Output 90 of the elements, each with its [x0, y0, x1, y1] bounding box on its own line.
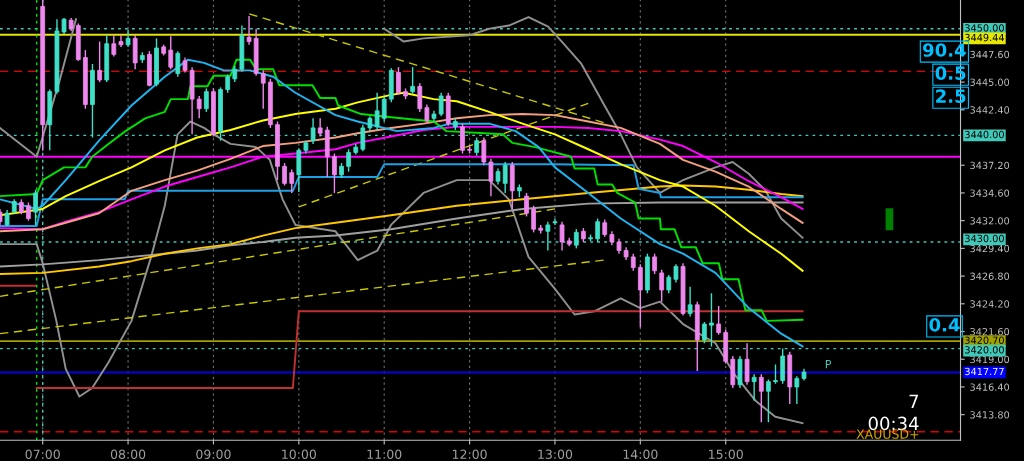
x-tick-label: 13:00	[538, 449, 573, 459]
candlestick	[716, 305, 722, 336]
annotation: 7	[909, 394, 919, 408]
candlestick	[559, 221, 565, 252]
y-tick-label: 3419.00	[970, 355, 1010, 364]
candlestick	[33, 189, 38, 226]
candlestick	[424, 103, 430, 124]
candlestick	[531, 205, 536, 234]
candlestick	[794, 375, 800, 405]
ref-line-label: 3420.00	[965, 346, 1004, 354]
candlestick	[168, 35, 174, 70]
annotation: 0.4	[929, 317, 960, 332]
ref-line-label: 3450.00	[965, 24, 1004, 32]
candlestick	[310, 117, 316, 145]
ref-line-label: 3430.00	[965, 234, 1004, 243]
candlestick	[282, 162, 287, 187]
candlestick	[246, 15, 252, 46]
line-series	[0, 163, 804, 227]
candlestick	[687, 286, 693, 318]
y-tick-label: 3416.40	[970, 383, 1010, 391]
line-series	[0, 184, 804, 275]
candlestick	[317, 117, 323, 138]
candlestick	[196, 95, 202, 120]
candlestick	[203, 87, 209, 113]
x-tick-label: 14:00	[623, 449, 658, 459]
y-tick-label: 3421.60	[970, 328, 1010, 336]
candlestick	[652, 253, 657, 275]
line-series	[0, 91, 804, 272]
candlestick	[417, 82, 423, 113]
candlestick	[289, 168, 295, 194]
y-tick-label: 3437.20	[970, 161, 1010, 170]
y-tick-label: 3424.20	[970, 300, 1010, 308]
candlestick	[474, 136, 480, 157]
ref-line-label: 3440.00	[965, 130, 1004, 139]
candlestick	[709, 292, 714, 348]
candlestick	[502, 161, 508, 194]
annotation: XAUUSD+	[856, 429, 919, 439]
candlestick	[666, 274, 672, 294]
candlestick	[410, 66, 416, 95]
candlestick	[773, 363, 778, 385]
candlestick	[673, 263, 679, 284]
x-tick-label: 15:00	[709, 449, 743, 459]
x-tick-label: 08:00	[110, 449, 146, 459]
candlestick	[545, 221, 551, 252]
ref-line-label: 3420.70	[965, 336, 1004, 344]
candlestick	[260, 69, 266, 110]
candlestick	[595, 217, 601, 243]
candlestick	[766, 378, 771, 423]
candlestick	[438, 92, 444, 117]
candlestick	[573, 228, 579, 250]
line-series	[0, 120, 804, 425]
x-tick-label: 07:00	[25, 449, 60, 459]
y-tick-label: 3447.60	[970, 50, 1010, 59]
candlestick	[751, 373, 757, 402]
y-tick-label: 3426.80	[970, 272, 1010, 280]
candlestick	[332, 152, 337, 194]
annotation: 00:34	[868, 416, 919, 431]
y-tick-label: 3413.80	[970, 411, 1010, 419]
candlestick	[637, 263, 643, 328]
candlestick	[396, 66, 401, 96]
candlestick	[97, 40, 103, 83]
candlestick	[758, 373, 764, 423]
y-tick-label: 3434.60	[970, 189, 1010, 197]
candlestick	[374, 92, 380, 131]
candlestick	[481, 136, 487, 166]
x-tick-label: 11:00	[367, 449, 402, 459]
candlestick	[460, 122, 465, 155]
candlestick	[175, 50, 181, 78]
candlestick	[524, 192, 529, 218]
x-tick-label: 09:00	[196, 449, 231, 459]
annotation: P	[825, 360, 832, 369]
ref-line-label: 3417.77	[965, 367, 1004, 376]
y-tick-label: 3445.00	[970, 78, 1010, 86]
candlestick	[26, 201, 31, 222]
candlestick	[381, 96, 387, 123]
candlestick	[346, 148, 351, 173]
candlestick	[111, 34, 117, 58]
ref-line-label: 3449.44	[965, 33, 1005, 42]
candlestick	[659, 269, 665, 303]
x-tick-label: 10:00	[282, 449, 317, 459]
y-tick-label: 3432.00	[970, 217, 1010, 225]
y-tick-label: 3429.40	[970, 244, 1010, 253]
candlestick	[225, 73, 231, 94]
candlestick	[360, 124, 366, 153]
x-tick-label: 12:00	[452, 449, 487, 459]
y-tick-label: 3442.40	[970, 106, 1010, 114]
candlestick	[744, 342, 750, 386]
candlestick	[702, 321, 707, 344]
candlestick	[488, 158, 494, 197]
candlestick	[118, 34, 124, 48]
